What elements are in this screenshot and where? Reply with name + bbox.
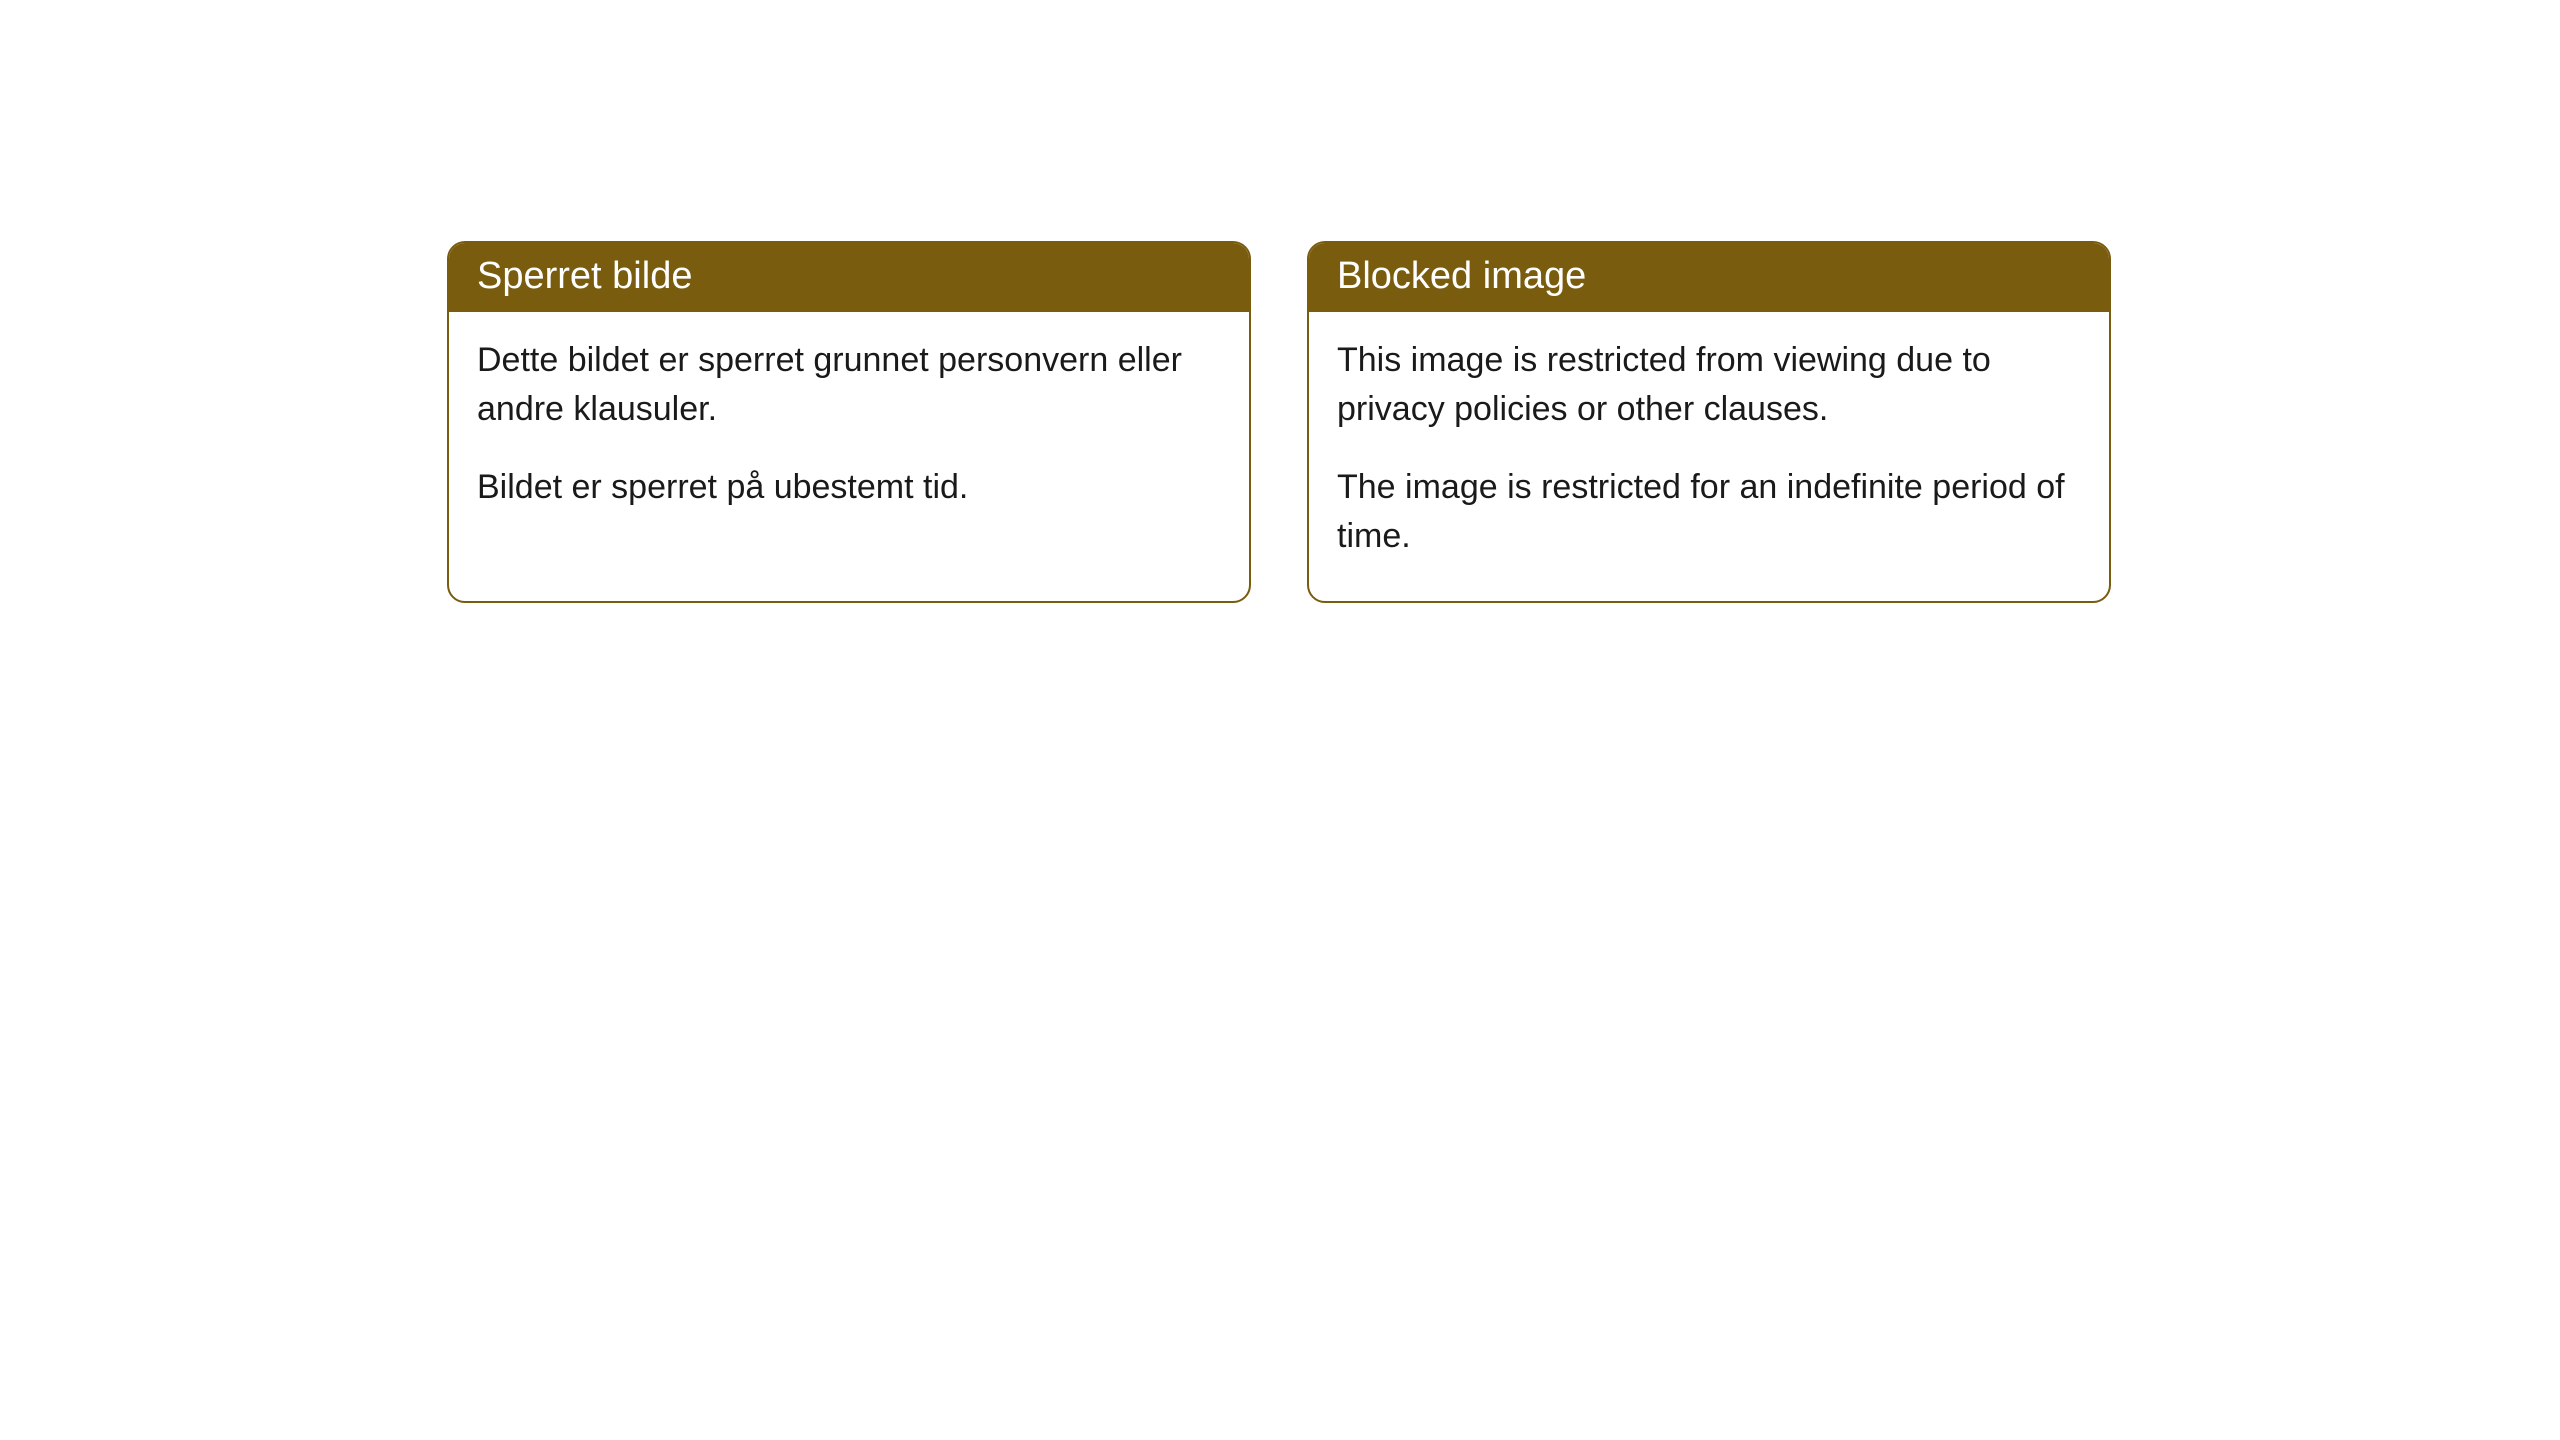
card-paragraph: This image is restricted from viewing du… <box>1337 336 2081 435</box>
blocked-image-card-norwegian: Sperret bilde Dette bildet er sperret gr… <box>447 241 1251 603</box>
card-paragraph: Dette bildet er sperret grunnet personve… <box>477 336 1221 435</box>
card-paragraph: The image is restricted for an indefinit… <box>1337 463 2081 562</box>
card-body-norwegian: Dette bildet er sperret grunnet personve… <box>449 312 1249 552</box>
blocked-image-card-english: Blocked image This image is restricted f… <box>1307 241 2111 603</box>
notice-container: Sperret bilde Dette bildet er sperret gr… <box>447 241 2111 603</box>
card-header-norwegian: Sperret bilde <box>449 243 1249 312</box>
card-header-english: Blocked image <box>1309 243 2109 312</box>
card-paragraph: Bildet er sperret på ubestemt tid. <box>477 463 1221 512</box>
card-title: Sperret bilde <box>477 255 692 297</box>
card-title: Blocked image <box>1337 255 1586 297</box>
card-body-english: This image is restricted from viewing du… <box>1309 312 2109 601</box>
